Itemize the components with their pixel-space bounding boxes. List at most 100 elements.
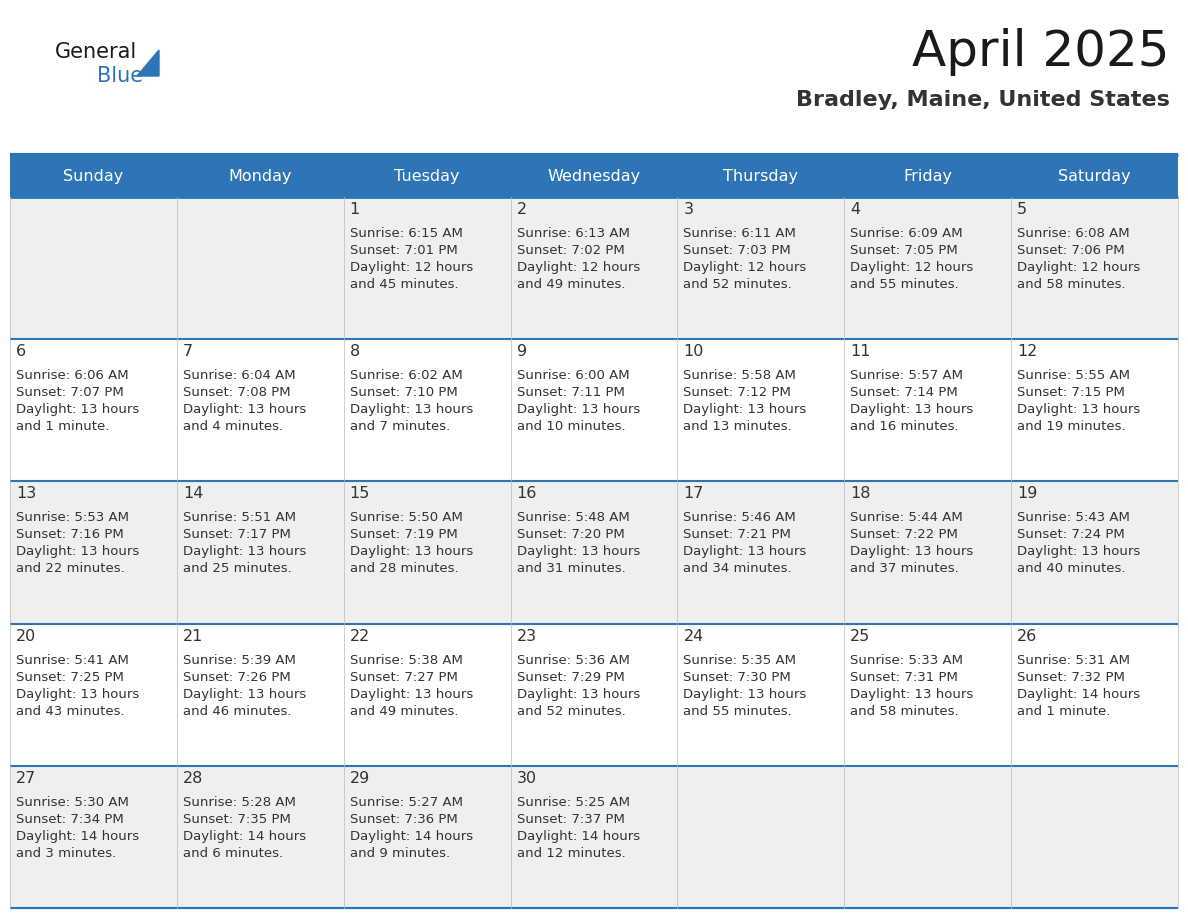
Bar [10, 766, 177, 908]
Text: Daylight: 13 hours: Daylight: 13 hours [15, 688, 139, 700]
Bar [343, 481, 511, 623]
Text: and 12 minutes.: and 12 minutes. [517, 846, 625, 860]
Text: Sunrise: 5:27 AM: Sunrise: 5:27 AM [349, 796, 462, 809]
Bar [1011, 623, 1178, 766]
Text: 29: 29 [349, 771, 369, 786]
Bar [511, 766, 677, 908]
Text: Sunset: 7:32 PM: Sunset: 7:32 PM [1017, 671, 1125, 684]
Text: Blue: Blue [97, 66, 143, 86]
Text: Sunrise: 6:06 AM: Sunrise: 6:06 AM [15, 369, 128, 382]
Text: Sunset: 7:17 PM: Sunset: 7:17 PM [183, 529, 291, 542]
Text: Sunrise: 5:50 AM: Sunrise: 5:50 AM [349, 511, 462, 524]
Text: Sunset: 7:30 PM: Sunset: 7:30 PM [683, 671, 791, 684]
Text: 13: 13 [15, 487, 37, 501]
Text: Sunrise: 5:55 AM: Sunrise: 5:55 AM [1017, 369, 1130, 382]
Text: Daylight: 13 hours: Daylight: 13 hours [183, 688, 307, 700]
Text: Daylight: 13 hours: Daylight: 13 hours [683, 403, 807, 416]
Text: and 1 minute.: and 1 minute. [15, 420, 109, 433]
Bar [845, 155, 1011, 197]
Text: Daylight: 12 hours: Daylight: 12 hours [851, 261, 973, 274]
Text: Friday: Friday [903, 169, 953, 184]
Text: Wednesday: Wednesday [548, 169, 640, 184]
Bar [343, 339, 511, 481]
Bar [845, 481, 1011, 623]
Bar [343, 155, 511, 197]
Bar [10, 197, 177, 339]
Bar [511, 481, 677, 623]
Text: Daylight: 13 hours: Daylight: 13 hours [683, 545, 807, 558]
Text: Sunset: 7:03 PM: Sunset: 7:03 PM [683, 244, 791, 257]
Text: 19: 19 [1017, 487, 1037, 501]
Text: 6: 6 [15, 344, 26, 359]
Text: Sunset: 7:29 PM: Sunset: 7:29 PM [517, 671, 625, 684]
Text: 1: 1 [349, 202, 360, 217]
Text: and 49 minutes.: and 49 minutes. [517, 278, 625, 291]
Text: Daylight: 13 hours: Daylight: 13 hours [183, 545, 307, 558]
Bar [343, 766, 511, 908]
Text: and 34 minutes.: and 34 minutes. [683, 563, 792, 576]
Bar [1011, 766, 1178, 908]
Text: 16: 16 [517, 487, 537, 501]
Text: Sunset: 7:36 PM: Sunset: 7:36 PM [349, 812, 457, 826]
Text: and 25 minutes.: and 25 minutes. [183, 563, 291, 576]
Text: Sunrise: 5:58 AM: Sunrise: 5:58 AM [683, 369, 796, 382]
Text: Daylight: 12 hours: Daylight: 12 hours [517, 261, 640, 274]
Text: Bradley, Maine, United States: Bradley, Maine, United States [796, 90, 1170, 110]
Text: Daylight: 13 hours: Daylight: 13 hours [517, 688, 640, 700]
Text: Daylight: 13 hours: Daylight: 13 hours [851, 545, 973, 558]
Text: Sunrise: 5:48 AM: Sunrise: 5:48 AM [517, 511, 630, 524]
Text: 5: 5 [1017, 202, 1028, 217]
Bar [677, 155, 845, 197]
Text: Sunrise: 5:25 AM: Sunrise: 5:25 AM [517, 796, 630, 809]
Text: Daylight: 13 hours: Daylight: 13 hours [15, 403, 139, 416]
Bar [343, 197, 511, 339]
Text: Sunset: 7:12 PM: Sunset: 7:12 PM [683, 386, 791, 399]
Text: Daylight: 13 hours: Daylight: 13 hours [851, 403, 973, 416]
Text: Sunrise: 5:36 AM: Sunrise: 5:36 AM [517, 654, 630, 666]
Text: Monday: Monday [228, 169, 292, 184]
Text: Sunset: 7:10 PM: Sunset: 7:10 PM [349, 386, 457, 399]
Text: 30: 30 [517, 771, 537, 786]
Text: 3: 3 [683, 202, 694, 217]
Text: Sunrise: 5:57 AM: Sunrise: 5:57 AM [851, 369, 963, 382]
Text: and 55 minutes.: and 55 minutes. [851, 278, 959, 291]
Text: 23: 23 [517, 629, 537, 644]
Text: 11: 11 [851, 344, 871, 359]
Text: Sunset: 7:08 PM: Sunset: 7:08 PM [183, 386, 291, 399]
Text: 8: 8 [349, 344, 360, 359]
Text: Daylight: 14 hours: Daylight: 14 hours [183, 830, 307, 843]
Text: and 10 minutes.: and 10 minutes. [517, 420, 625, 433]
Text: Sunset: 7:25 PM: Sunset: 7:25 PM [15, 671, 124, 684]
Text: 15: 15 [349, 487, 371, 501]
Text: 21: 21 [183, 629, 203, 644]
Text: Sunset: 7:24 PM: Sunset: 7:24 PM [1017, 529, 1125, 542]
Text: Daylight: 13 hours: Daylight: 13 hours [1017, 545, 1140, 558]
Bar [511, 197, 677, 339]
Text: Sunrise: 5:28 AM: Sunrise: 5:28 AM [183, 796, 296, 809]
Text: and 7 minutes.: and 7 minutes. [349, 420, 450, 433]
Text: Daylight: 13 hours: Daylight: 13 hours [517, 403, 640, 416]
Text: 4: 4 [851, 202, 860, 217]
Text: Daylight: 13 hours: Daylight: 13 hours [15, 545, 139, 558]
Text: and 9 minutes.: and 9 minutes. [349, 846, 450, 860]
Text: Sunset: 7:21 PM: Sunset: 7:21 PM [683, 529, 791, 542]
Text: Sunrise: 6:02 AM: Sunrise: 6:02 AM [349, 369, 462, 382]
Text: General: General [55, 42, 138, 62]
Text: Sunset: 7:20 PM: Sunset: 7:20 PM [517, 529, 625, 542]
Text: Daylight: 12 hours: Daylight: 12 hours [683, 261, 807, 274]
Text: 25: 25 [851, 629, 871, 644]
Text: and 58 minutes.: and 58 minutes. [1017, 278, 1126, 291]
Text: 22: 22 [349, 629, 369, 644]
Text: Daylight: 14 hours: Daylight: 14 hours [15, 830, 139, 843]
Bar [845, 197, 1011, 339]
Text: Daylight: 13 hours: Daylight: 13 hours [517, 545, 640, 558]
Text: and 52 minutes.: and 52 minutes. [517, 705, 625, 718]
Text: 24: 24 [683, 629, 703, 644]
Bar [511, 155, 677, 197]
Bar [1011, 155, 1178, 197]
Text: Sunrise: 5:51 AM: Sunrise: 5:51 AM [183, 511, 296, 524]
Bar [845, 623, 1011, 766]
Text: Daylight: 14 hours: Daylight: 14 hours [349, 830, 473, 843]
Text: and 45 minutes.: and 45 minutes. [349, 278, 459, 291]
Text: and 43 minutes.: and 43 minutes. [15, 705, 125, 718]
